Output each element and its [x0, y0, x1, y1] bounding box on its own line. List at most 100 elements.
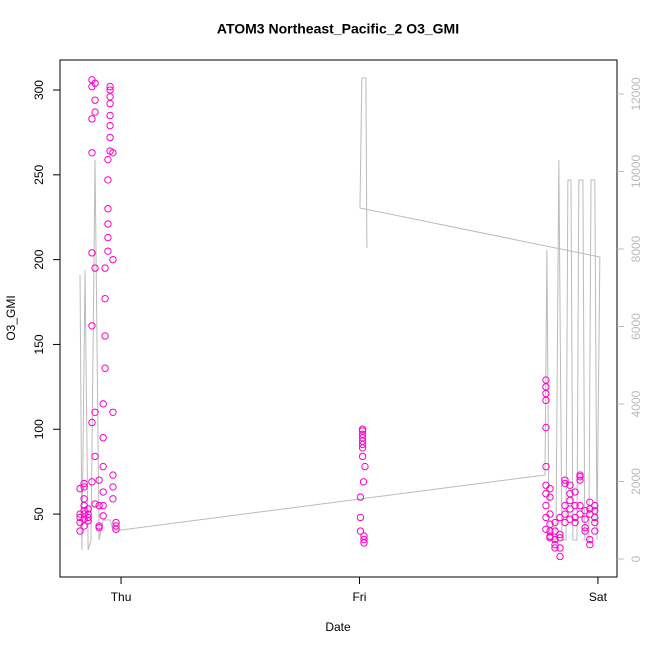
- data-point: [104, 233, 112, 242]
- y2-tick-label: 10000: [629, 154, 643, 188]
- data-point: [571, 488, 579, 496]
- y-tick-label: 50: [32, 507, 46, 521]
- data-point: [80, 483, 88, 491]
- x-tick-label: Thu: [111, 590, 132, 604]
- data-point: [88, 478, 96, 486]
- data-point: [91, 96, 99, 104]
- data-point: [95, 522, 103, 530]
- data-point: [561, 476, 569, 484]
- data-point: [576, 510, 584, 518]
- data-point: [576, 501, 584, 510]
- data-point: [581, 515, 589, 523]
- x-axis-label: Date: [325, 620, 351, 634]
- y2-tick-label: 8000: [629, 235, 643, 262]
- data-point: [91, 108, 99, 116]
- data-point: [99, 501, 107, 510]
- data-point: [106, 82, 114, 91]
- data-point: [546, 484, 554, 493]
- data-point: [88, 115, 96, 123]
- data-point: [551, 540, 559, 549]
- y-tick-label: 200: [32, 249, 46, 269]
- data-point: [88, 249, 96, 257]
- data-point: [112, 522, 120, 530]
- data-point: [542, 462, 550, 471]
- x-tick-label: Fri: [352, 590, 366, 604]
- y2-tick-label: 2000: [629, 468, 643, 495]
- data-point: [586, 505, 594, 513]
- data-point: [101, 294, 109, 303]
- data-line: [79, 77, 601, 551]
- data-point: [359, 478, 368, 486]
- data-point: [542, 525, 550, 534]
- data-point: [358, 444, 367, 452]
- data-point: [556, 544, 564, 552]
- data-point: [360, 535, 368, 544]
- data-point: [551, 527, 559, 535]
- data-point: [106, 133, 114, 142]
- data-point: [591, 518, 599, 527]
- data-point: [109, 483, 117, 491]
- plot-frame: [59, 59, 618, 578]
- data-point: [109, 471, 117, 479]
- y2-tick-label: 12000: [629, 77, 643, 111]
- data-point: [99, 400, 107, 408]
- data-point: [106, 93, 114, 101]
- data-point: [106, 121, 114, 130]
- data-point: [356, 513, 365, 522]
- data-point: [104, 176, 112, 184]
- data-point: [581, 527, 589, 535]
- y2-tick-label: 0: [629, 555, 643, 562]
- data-point: [106, 99, 114, 108]
- data-point: [104, 220, 112, 228]
- data-point: [76, 527, 84, 535]
- data-point: [104, 247, 112, 255]
- data-point: [91, 79, 99, 87]
- data-point: [566, 496, 574, 505]
- data-point: [576, 476, 584, 484]
- data-point: [591, 501, 599, 510]
- data-point: [84, 513, 92, 522]
- data-point: [571, 518, 579, 527]
- data-point: [95, 501, 103, 510]
- data-point: [566, 481, 574, 489]
- data-point: [571, 501, 579, 510]
- data-point: [91, 500, 99, 508]
- data-point: [542, 423, 550, 432]
- data-point: [356, 493, 365, 501]
- data-point: [542, 396, 550, 405]
- data-point: [581, 506, 589, 515]
- data-point: [546, 510, 554, 518]
- data-point: [112, 525, 120, 534]
- y-tick-label: 150: [32, 334, 46, 354]
- y2-tick-label: 4000: [629, 390, 643, 417]
- data-point: [91, 408, 99, 416]
- data-point: [84, 517, 92, 525]
- data-point: [356, 527, 365, 535]
- data-point: [591, 527, 599, 535]
- data-point: [88, 322, 96, 330]
- data-point: [84, 505, 92, 513]
- data-point: [88, 149, 96, 157]
- y-axis-label: O3_GMI: [4, 295, 18, 340]
- y-tick-label: 250: [32, 165, 46, 185]
- data-point: [591, 513, 599, 522]
- data-point: [546, 534, 554, 542]
- data-point: [101, 364, 109, 372]
- data-point: [546, 493, 554, 501]
- data-point: [566, 505, 574, 513]
- data-point: [99, 512, 107, 520]
- data-point: [551, 535, 559, 544]
- data-point: [542, 501, 550, 510]
- data-point: [104, 155, 112, 164]
- data-point: [542, 513, 550, 522]
- data-point: [99, 488, 107, 496]
- data-point: [99, 462, 107, 471]
- data-point: [80, 479, 88, 488]
- data-point: [358, 440, 367, 449]
- chart-title: ATOM3 Northeast_Pacific_2 O3_GMI: [217, 21, 459, 37]
- data-point: [561, 510, 569, 518]
- data-point: [91, 264, 99, 272]
- data-point: [576, 473, 584, 481]
- data-point: [95, 476, 103, 484]
- data-point: [109, 495, 117, 503]
